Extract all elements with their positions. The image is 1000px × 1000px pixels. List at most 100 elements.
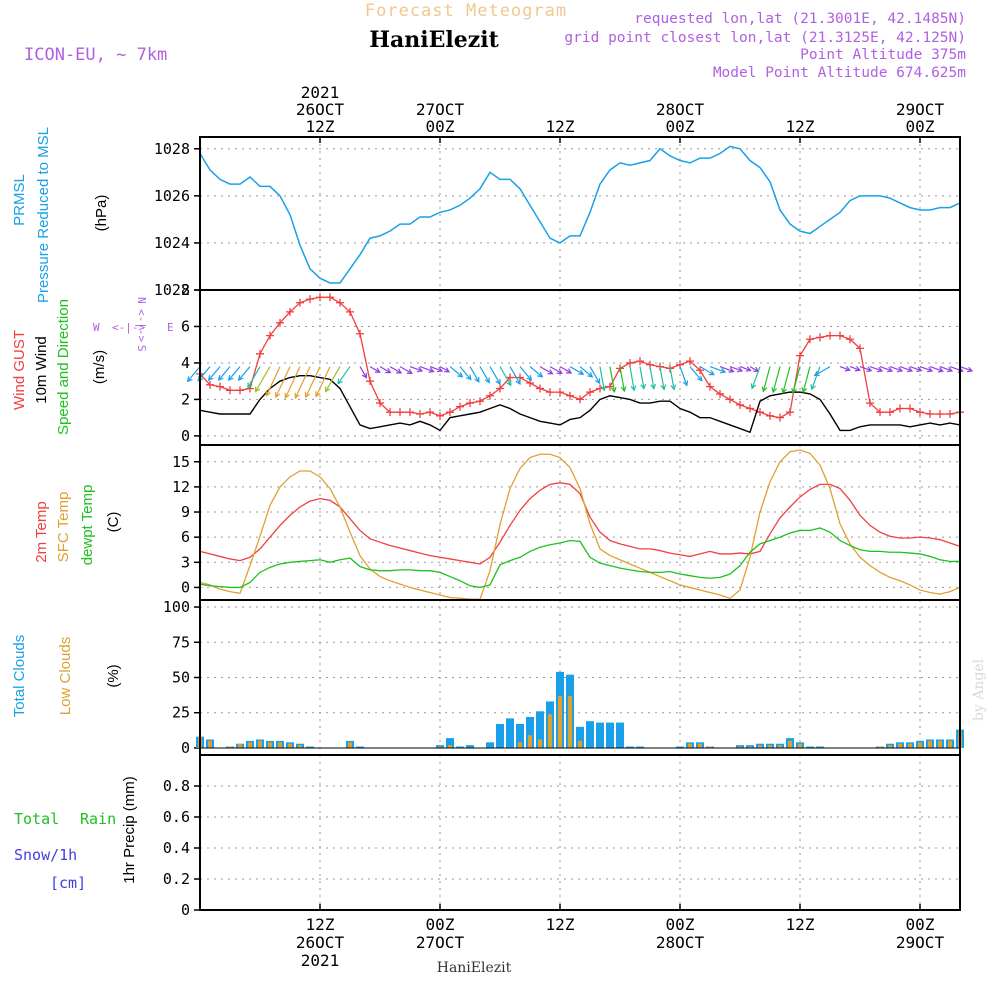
wind-arrow-head (771, 387, 778, 394)
wind-arrow-head (337, 378, 343, 385)
time-label-bottom: 27OCT (416, 933, 465, 952)
total-cloud-bar (496, 724, 504, 748)
low-cloud-bar (348, 742, 352, 748)
low-cloud-bar (918, 742, 922, 748)
wind-arrow (325, 366, 341, 392)
gust-marker (796, 351, 804, 360)
wind-arrow-head (428, 367, 435, 373)
total-cloud-bar (746, 745, 754, 748)
wind-arrow (782, 366, 791, 394)
ytick-label-precip: 0 (181, 901, 190, 919)
wind-arrow (469, 366, 480, 383)
gust-marker (876, 408, 884, 417)
compass-n: N (135, 297, 148, 304)
wind-arrow-head (556, 368, 563, 375)
low-cloud-bar (228, 746, 232, 748)
wind-arrow (869, 366, 883, 372)
gust-marker (306, 295, 314, 304)
low-cloud-bar (898, 743, 902, 748)
wind-arrow (305, 366, 321, 398)
total-cloud-bar (576, 726, 584, 748)
gust-marker (626, 358, 634, 367)
compass-s: S (135, 345, 148, 352)
time-label-bottom: 28OCT (656, 933, 705, 952)
wind-arrow-head (506, 380, 512, 387)
gust-marker (736, 400, 744, 409)
gust-marker (286, 307, 294, 316)
wind-arrow (255, 366, 271, 392)
wind-arrow-head (247, 382, 253, 389)
time-label-bottom: 2021 (301, 951, 340, 970)
ytick-label-clouds: 50 (172, 669, 190, 687)
temp-unit: (C) (105, 512, 122, 533)
wind-arrow-head (906, 366, 914, 373)
low-cloud-bar (298, 745, 302, 748)
wind-arrow (579, 366, 593, 378)
wind-arrow (459, 366, 472, 380)
ytick-label-pressure: 1026 (154, 187, 190, 205)
wind-arrow-head (781, 387, 787, 395)
wind-compass: W <-|-> E N <-|-> S (93, 297, 174, 352)
low-cloud-bar (438, 746, 442, 748)
wind-arrow (814, 366, 831, 376)
wind-arrow-head (595, 378, 601, 385)
wind-arrow-head (526, 375, 533, 382)
time-label-top: 27OCT (416, 100, 465, 119)
gust-marker (686, 357, 694, 366)
ytick-label-temp: 9 (181, 503, 190, 521)
wind-arrow (539, 366, 553, 375)
wind-arrow (772, 366, 781, 393)
total-cloud-bar (456, 746, 464, 748)
wind-arrow-head (385, 368, 392, 374)
wind-speed-dir-label: Speed and Direction (55, 299, 72, 435)
ytick-label-wind: 0 (181, 427, 190, 445)
wind-arrow (639, 366, 645, 389)
wind-arrow (899, 366, 913, 372)
ytick-label-precip: 0.4 (163, 839, 190, 857)
gust-marker (526, 379, 534, 387)
panel-frame-wind (199, 289, 961, 446)
wind-arrow-head (274, 392, 281, 399)
gust-marker (406, 408, 414, 417)
wind-arrow-head (761, 386, 768, 393)
pressure-unit: (hPa) (93, 195, 110, 232)
gust-marker (896, 404, 904, 413)
gust-marker (806, 335, 814, 344)
time-label-top: 28OCT (656, 100, 705, 119)
time-label-top: 12Z (306, 117, 335, 136)
wind-arrow (669, 366, 675, 390)
total-cloud-bar (356, 746, 364, 748)
tsfc-line (199, 449, 961, 600)
wind-arrow (549, 366, 563, 374)
wind-arrow (889, 366, 903, 372)
pressure-line (199, 145, 961, 284)
total-cloud-bar (526, 716, 534, 748)
requested-coords: requested lon,lat (21.3001E, 42.1485N) (634, 11, 966, 27)
gridpoint-coords: grid point closest lon,lat (21.3125E, 42… (564, 30, 966, 46)
precip-total-label: Total (14, 810, 59, 828)
low-cloud-bar (288, 743, 292, 748)
ytick-label-precip: 0.8 (163, 777, 190, 795)
gust-marker (786, 408, 794, 417)
wind-arrow-head (547, 369, 554, 375)
wind-arrow-head (854, 365, 861, 372)
low-cloud-bar (518, 742, 522, 748)
wind-arrow (519, 366, 532, 381)
wind-arrow-head (207, 375, 214, 382)
gust-marker (696, 366, 704, 375)
wind-arrow (218, 366, 231, 381)
ytick-label-wind: 2 (181, 390, 190, 408)
wind-arrow-head (640, 383, 647, 390)
wind-arrow (929, 366, 943, 372)
ytick-label-wind: 8 (181, 281, 190, 299)
ytick-label-clouds: 75 (172, 633, 190, 651)
ytick-label-clouds: 100 (163, 598, 190, 616)
gust-marker (486, 391, 494, 400)
wind-arrow (379, 366, 391, 374)
total-cloud-bar (616, 722, 624, 748)
gust-marker (946, 410, 954, 418)
total-cloud-bar (596, 722, 604, 748)
total-cloud-bar (506, 718, 514, 748)
gust-marker (296, 298, 304, 307)
